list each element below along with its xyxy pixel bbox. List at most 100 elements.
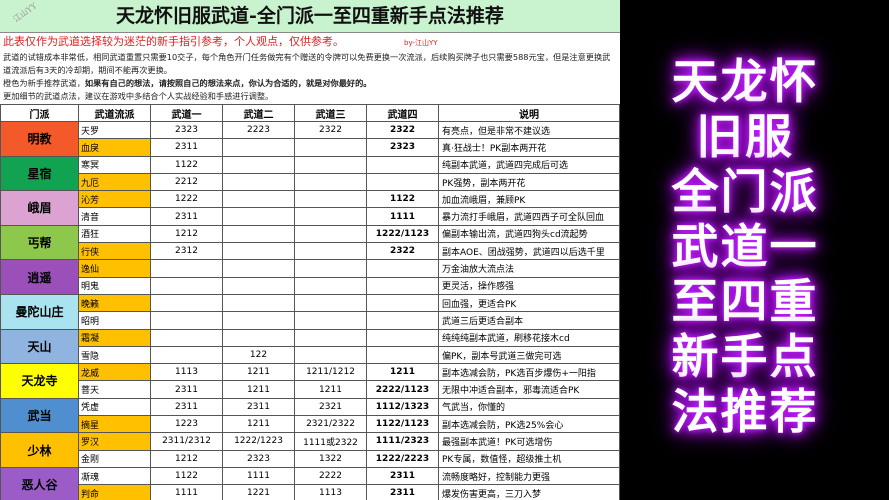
- style-name: 雪隐: [78, 345, 151, 365]
- sect-name: 峨眉: [0, 190, 79, 226]
- table-row: 清音 2311 1111 暴力流打手峨眉，武道四西子可全队回血: [1, 207, 620, 226]
- wudao-2: 2223: [222, 120, 295, 140]
- description: 气武当，你懂的: [438, 397, 620, 417]
- wudao-3: [294, 172, 367, 192]
- wudao-2: [222, 138, 295, 157]
- sect-name: 恶人谷: [0, 466, 79, 500]
- description: 有亮点，但是非常不建议选: [438, 120, 620, 140]
- wudao-3: 1211/1212: [294, 363, 367, 382]
- wudao-1: [150, 259, 223, 278]
- description: PK专属，数值怪，超级推土机: [438, 449, 620, 468]
- style-name: 凭虚: [78, 397, 151, 417]
- wudao-4: 2311: [366, 466, 439, 486]
- wudao-1: [150, 328, 223, 347]
- wudao-4: 2322: [366, 120, 439, 140]
- wudao-3: [294, 328, 367, 347]
- wudao-1: 1122: [150, 466, 223, 486]
- wudao-3: [294, 276, 367, 295]
- table-row: 摘星 1223 1211 2321/2322 1122/1123 副本选减会防，PK选25…: [1, 415, 620, 434]
- wudao-4: [366, 155, 439, 174]
- wudao-3: 2321/2322: [294, 415, 367, 434]
- sect-name: 星宿: [0, 155, 79, 192]
- style-name: 明鬼: [78, 276, 151, 295]
- wudao-2: [222, 207, 295, 226]
- description: 纯纯纯副本武道，刷移花接木cd: [438, 328, 620, 347]
- wudao-4: [366, 172, 439, 192]
- wudao-4: [366, 328, 439, 347]
- disclaimer-text: 此表仅作为武道选择较为迷茫的新手指引参考，个人观点，仅供参考。: [3, 35, 344, 48]
- description: 副本选减会防，PK选25%会心: [438, 415, 620, 434]
- wudao-3: 1113: [294, 484, 367, 500]
- table-row: 行侠 2312 2322 副本AOE、团战强势，武道四以后选千里: [1, 242, 620, 261]
- description: 暴力流打手峨眉，武道四西子可全队回血: [438, 207, 620, 226]
- wudao-2: 1211: [222, 380, 295, 399]
- wudao-1: 1222: [150, 190, 223, 209]
- wudao-3: [294, 311, 367, 330]
- wudao-3: [294, 345, 367, 365]
- wudao-2: [222, 155, 295, 174]
- table-row: 丐帮 酒狂 1212 1222/1123 偏副本输出流，武道四狗头cd流起势: [0, 224, 620, 261]
- wudao-2: 1222/1223: [222, 432, 295, 451]
- note-line-1: 武道的试错成本非常低，相同武道重置只需要10交子，每个角色开门任务做完有个赠送的…: [3, 52, 611, 75]
- description: 流畅度略好，控制能力更强: [438, 466, 620, 486]
- overlay-line: 武道一至四重: [671, 220, 819, 330]
- wudao-1: 2312: [150, 242, 223, 261]
- wudao-3: 2322: [294, 120, 367, 140]
- wudao-4: 1222/2223: [366, 449, 439, 468]
- author: by-江山YY: [404, 39, 438, 47]
- description: 副本AOE、团战强势，武道四以后选千里: [438, 242, 620, 261]
- table-row: 判命 1111 1221 1113 2311 爆发伤害更高，三刀入梦: [1, 484, 620, 500]
- wudao-2: 1211: [222, 415, 295, 434]
- wudao-2: [222, 276, 295, 295]
- style-name: 凘魂: [78, 466, 151, 486]
- wudao-1: [150, 345, 223, 365]
- wudao-1: 1212: [150, 449, 223, 468]
- overlay-line: 天龙怀旧服: [671, 55, 819, 165]
- style-name: 酒狂: [78, 224, 151, 244]
- column-header: 武道一: [150, 104, 223, 122]
- wudao-4: 1112/1323: [366, 397, 439, 417]
- style-name: 霜凝: [78, 328, 151, 347]
- header-row: 门派 武道流派 武道一 武道二 武道三 武道四 说明: [0, 104, 620, 122]
- style-name: 血戾: [78, 138, 151, 157]
- description: 真·狂战士！PK副本两开花: [438, 138, 620, 157]
- description: 偏副本输出流，武道四狗头cd流起势: [438, 224, 620, 244]
- table-row: 峨眉 沁芳 1222 1122 加血流峨眉，兼顾PK: [0, 190, 620, 226]
- wudao-3: 1111或2322: [294, 432, 367, 451]
- sect-name: 武当: [0, 397, 79, 434]
- wudao-1: 1212: [150, 224, 223, 244]
- wudao-2: [222, 224, 295, 244]
- spreadsheet-image: 江山YY 天龙怀旧服武道-全门派一至四重新手点法推荐 此表仅作为武道选择较为迷茫…: [0, 0, 620, 500]
- wudao-1: 2311: [150, 207, 223, 226]
- column-header: 武道流派: [78, 104, 151, 122]
- style-name: 晚籁: [78, 293, 151, 313]
- wudao-1: 2311/2312: [150, 432, 223, 451]
- wudao-1: 2311: [150, 138, 223, 157]
- sect-name: 少林: [0, 432, 79, 468]
- wudao-3: [294, 155, 367, 174]
- wudao-4: [366, 276, 439, 295]
- wudao-1: 1122: [150, 155, 223, 174]
- wudao-1: 2212: [150, 172, 223, 192]
- overlay-line: 全门派: [671, 165, 819, 220]
- description: 武道三后更适合副本: [438, 311, 620, 330]
- watermark: 江山YY: [11, 1, 39, 24]
- recommendation-table: 门派 武道流派 武道一 武道二 武道三 武道四 说明 明教 天罗 2323 2223 2322 232…: [0, 104, 620, 500]
- style-name: 行侠: [78, 242, 151, 261]
- sheet-title: 江山YY 天龙怀旧服武道-全门派一至四重新手点法推荐: [0, 0, 620, 33]
- wudao-2: [222, 293, 295, 313]
- wudao-4: 1122: [366, 190, 439, 209]
- wudao-2: 2311: [222, 397, 295, 417]
- table-row: 明鬼 更灵活，操作感强: [1, 276, 620, 295]
- wudao-2: 1111: [222, 466, 295, 486]
- note-line-2b: 如果有自己的想法，请按照自己的想法来点，你认为合适的，就是对你最好的。: [84, 78, 372, 88]
- wudao-2: 1211: [222, 363, 295, 382]
- wudao-1: 2323: [150, 120, 223, 140]
- wudao-1: [150, 293, 223, 313]
- table-row: 恶人谷 凘魂 1122 1111 2222 2311 流畅度略好，控制能力更强: [0, 466, 620, 500]
- description: 偏PK，副本号武道三做完可选: [438, 345, 620, 365]
- wudao-4: 1222/1123: [366, 224, 439, 244]
- wudao-1: 1113: [150, 363, 223, 382]
- table-row: 菩天 2311 1211 1211 2222/1123 无限中冲适合副本，邪毒流适合PK: [1, 380, 620, 399]
- wudao-3: [294, 190, 367, 209]
